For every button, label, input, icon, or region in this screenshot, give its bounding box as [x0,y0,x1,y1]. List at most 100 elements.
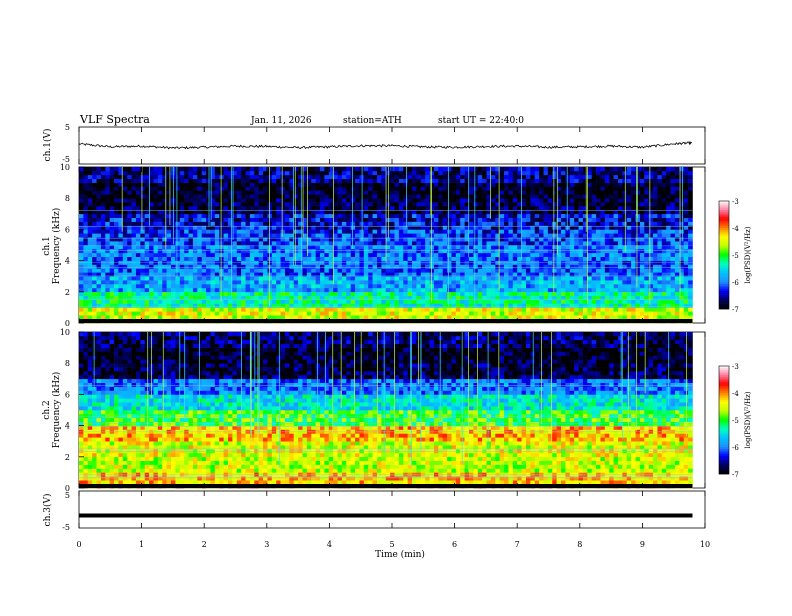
spectrogram-cell [582,190,588,195]
spectrogram-cell [271,241,277,246]
spectrogram-cell [433,237,439,242]
spectrogram-cell [223,202,229,207]
spectrogram-cell [543,217,549,222]
spectrogram-cell [289,209,295,215]
spectrogram-cell [490,245,496,250]
spectrogram-cell [469,237,474,242]
spectrogram-cell [578,241,584,246]
spectrogram-cell [162,245,167,250]
spectrogram-cell [105,245,110,250]
spectrogram-cell [315,229,321,234]
spectrogram-cell [473,229,479,234]
spectrogram-cell [591,213,597,218]
spectrogram-cell [670,307,676,312]
spectrogram-cell [460,299,465,304]
spectrogram-cell [666,237,671,242]
spectrogram-cell [153,291,159,296]
spectrogram-cell [223,307,229,312]
spectrogram-cell [666,291,671,296]
spectrogram-cell [162,268,167,273]
spectrogram-cell [442,186,448,191]
spectrogram-cell [512,287,518,293]
spectrogram-cell [320,264,325,269]
spectrogram-cell [298,291,303,296]
spectrogram-cell [83,272,89,277]
spectrogram-cell [114,284,119,289]
spectrogram-cell [591,287,597,293]
spectrogram-cell [512,237,518,242]
spectrogram-cell [114,206,119,211]
spectrogram-cell [92,221,97,226]
spectrogram-cell [276,190,281,195]
spectrogram-cell [188,241,194,246]
spectrogram-cell [626,213,632,218]
spectrogram-cell [539,303,544,308]
spectrogram-cell [530,303,536,308]
spectrogram-cell [679,186,685,191]
spectrogram-cell [320,225,325,230]
spectrogram-cell [179,233,185,238]
spectrogram-cell [420,303,426,308]
spectrogram-cell [245,202,251,207]
spectrogram-cell [670,233,676,238]
spectrogram-cell [666,276,671,281]
spectrogram-cell [263,307,268,312]
spectrogram-cell [223,315,229,320]
spectrogram-cell [245,206,251,211]
spectrogram-cell [232,206,238,211]
spectrogram-cell [328,311,334,316]
spectrogram-cell [552,256,557,261]
spectrogram-cell [341,194,347,199]
spectrogram-cell [359,299,365,304]
spectrogram-cell [565,186,571,191]
spectrogram-cell [596,209,601,215]
spectrogram-cell [455,311,461,316]
spectrogram-cell [359,264,365,269]
spectrogram-cell [530,311,536,316]
spectrogram-cell [455,287,461,293]
spectrogram-cell [543,315,549,320]
spectrogram-cell [328,264,334,269]
spectrogram-cell [626,194,632,199]
spectrogram-cell [381,280,387,285]
spectrogram-cell [635,217,641,222]
spectrogram-cell [613,217,619,222]
spectrogram-cell [512,198,518,203]
spectrogram-cell [175,209,181,215]
spectrogram-cell [447,209,452,215]
spectrogram-cell [412,225,417,230]
spectrogram-cell [284,299,290,304]
spectrogram-cell [394,299,400,304]
spectrogram-cell [280,221,286,226]
spectrogram-cell [495,209,500,215]
spectrogram-cell [661,303,667,308]
spectrogram-cell [477,268,483,273]
spectrogram-cell [596,272,601,277]
spectrogram-cell [653,276,658,281]
spectrogram-cell [433,209,439,215]
spectrogram-cell [574,237,579,242]
spectrogram-cell [525,315,531,320]
spectrogram-cell [83,186,89,191]
spectrogram-cell [644,237,649,242]
spectrogram-cell [534,291,540,296]
spectrogram-cell [227,221,233,226]
spectrogram-cell [188,315,194,320]
spectrogram-cell [390,287,395,293]
spectrogram-cell [144,190,150,195]
spectrogram-cell [114,182,119,187]
spectrogram-cell [131,307,137,312]
spectrogram-cell [504,206,509,211]
spectrogram-cell [574,202,579,207]
spectrogram-cell [346,245,351,250]
spectrogram-cell [100,256,106,261]
spectrogram-cell [407,299,413,304]
spectrogram-cell [688,276,693,281]
spectrogram-cell [609,194,614,199]
spectrogram-cell [398,182,404,187]
spectrogram-cell [96,276,102,281]
spectrogram-cell [495,284,500,289]
spectrogram-cell [289,202,295,207]
spectrogram-cell [600,299,606,304]
spectrogram-cell [534,190,540,195]
